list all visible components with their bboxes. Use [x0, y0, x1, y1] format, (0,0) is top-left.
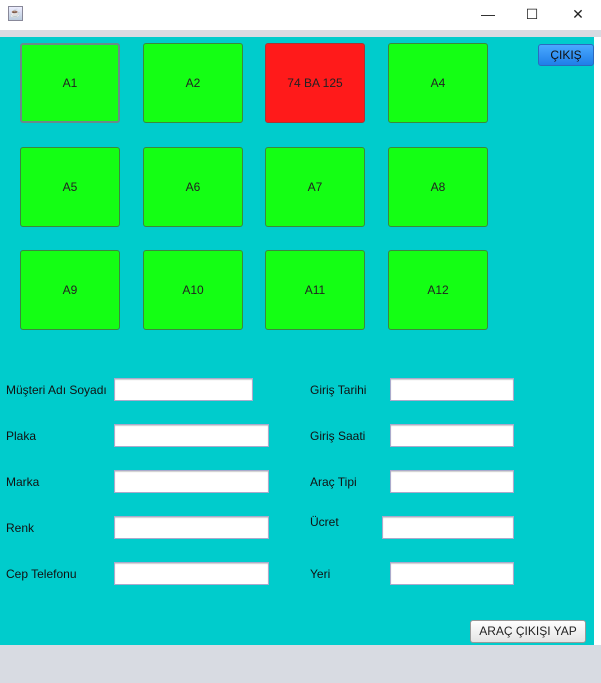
text-field[interactable]: [114, 424, 269, 447]
field-label: Giriş Saati: [310, 429, 366, 443]
maximize-button[interactable]: ☐: [525, 6, 539, 22]
parking-slot-button[interactable]: A6: [143, 147, 243, 227]
text-field[interactable]: [390, 562, 514, 585]
parking-slot-button[interactable]: A9: [20, 250, 120, 330]
field-label: Müşteri Adı Soyadı: [6, 383, 107, 397]
parking-slot-button[interactable]: A12: [388, 250, 488, 330]
text-field[interactable]: [114, 516, 269, 539]
exit-button[interactable]: ÇIKIŞ: [538, 44, 594, 66]
field-label: Marka: [6, 475, 40, 489]
minimize-button[interactable]: —: [481, 6, 495, 22]
menu-strip: [0, 30, 601, 37]
parking-slot-button[interactable]: A10: [143, 250, 243, 330]
text-field[interactable]: [114, 562, 269, 585]
field-label: Cep Telefonu: [6, 567, 77, 581]
text-field[interactable]: [382, 516, 514, 539]
parking-slot-button[interactable]: A2: [143, 43, 243, 123]
parking-slot-button[interactable]: A7: [265, 147, 365, 227]
parking-slot-button[interactable]: A11: [265, 250, 365, 330]
field-label: Ücret: [310, 515, 339, 529]
field-label: Araç Tipi: [310, 475, 357, 489]
parking-slot-button[interactable]: A4: [388, 43, 488, 123]
parking-slot-button[interactable]: A8: [388, 147, 488, 227]
java-icon: ☕: [8, 6, 23, 21]
vehicle-exit-button[interactable]: ARAÇ ÇIKIŞI YAP: [470, 620, 586, 643]
parking-slot-button[interactable]: A5: [20, 147, 120, 227]
title-bar: ☕ — ☐ ✕: [0, 0, 601, 30]
text-field[interactable]: [114, 470, 269, 493]
field-label: Yeri: [310, 567, 331, 581]
parking-slot-button[interactable]: A1: [20, 43, 120, 123]
parking-panel: [0, 37, 594, 645]
close-button[interactable]: ✕: [572, 6, 584, 22]
field-label: Renk: [6, 521, 35, 535]
parking-slot-button[interactable]: 74 BA 125: [265, 43, 365, 123]
field-label: Giriş Tarihi: [310, 383, 367, 397]
bottom-area: [0, 645, 601, 683]
text-field[interactable]: [114, 378, 253, 401]
text-field[interactable]: [390, 424, 514, 447]
text-field[interactable]: [390, 378, 514, 401]
field-label: Plaka: [6, 429, 37, 443]
text-field[interactable]: [390, 470, 514, 493]
